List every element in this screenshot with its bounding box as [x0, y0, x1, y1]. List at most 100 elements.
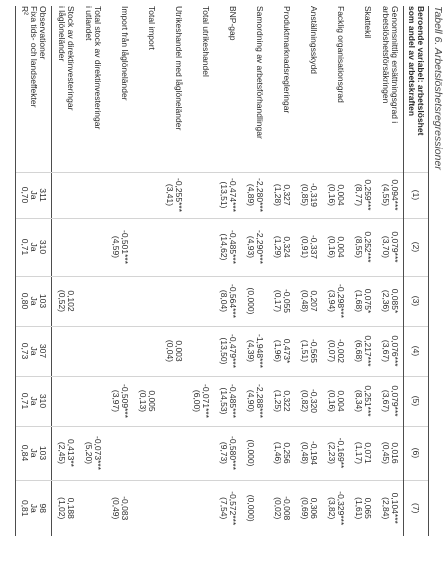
summary-value: 0,70 — [15, 172, 30, 218]
t-statistic-cell — [111, 172, 120, 218]
coefficient-cell — [255, 276, 273, 326]
coefficient-cell — [174, 276, 192, 326]
t-statistic-cell: (9,73) — [219, 426, 229, 480]
coefficient-cell — [201, 276, 219, 326]
t-statistic-cell — [192, 276, 201, 326]
coefficient-cell: 0,005 — [147, 376, 165, 426]
t-statistic-row: (0,16) (0,16) (3,94) (0,07) (0,16) (2,23) (3,8… — [327, 6, 337, 536]
t-statistic-cell — [192, 426, 201, 480]
t-statistic-row: arbetslöshetsförsäkringen (4,55) (3,70) (2,… — [381, 6, 391, 536]
t-statistic-cell: (2,84) — [381, 480, 391, 536]
t-statistic-cell: (8,55) — [354, 218, 364, 276]
summary-label: Observationer — [38, 6, 52, 172]
coefficient-row: Stock av direktinvesteringar 0,102 0,413**… — [66, 6, 84, 536]
coefficient-cell — [120, 276, 138, 326]
t-statistic-cell — [84, 172, 93, 218]
t-statistic-cell: (0,16) — [327, 376, 337, 426]
t-statistic-cell — [138, 426, 147, 480]
coefficient-cell: -0,169** — [336, 426, 354, 480]
t-statistic-cell: (3,67) — [381, 326, 391, 376]
t-statistic-row: (8,77) (8,55) (1,68) (6,68) (8,34) (1,17) (1,6… — [354, 6, 364, 536]
coefficient-cell: -0,329*** — [336, 480, 354, 536]
coefficient-cell: 0,256 — [282, 426, 300, 480]
dependent-variable-line: Beroende variabel: arbetslöshet — [416, 6, 426, 136]
t-statistic-cell — [84, 480, 93, 536]
variable-label: Facklig organisationsgrad — [336, 6, 346, 103]
coefficient-cell — [93, 326, 111, 376]
coefficient-cell: 0,079*** — [390, 376, 404, 426]
summary-value: 103 — [38, 426, 52, 480]
column-header: (6) — [403, 426, 429, 480]
summary-value: 103 — [38, 276, 52, 326]
t-statistic-cell: (0,85) — [300, 172, 310, 218]
t-statistic-cell: (0,000) — [246, 480, 256, 536]
t-statistic-cell: (14,62) — [219, 218, 229, 276]
t-statistic-cell — [165, 480, 174, 536]
coefficient-row: Genomsnittlig ersättningsgrad i 0,094*** 0… — [390, 6, 404, 536]
coefficient-cell: -0,071*** — [201, 376, 219, 426]
t-statistic-cell: (3,97) — [111, 376, 121, 426]
t-statistic-cell: (2,23) — [327, 426, 337, 480]
variable-label-continuation — [138, 6, 147, 172]
t-statistic-cell — [138, 326, 147, 376]
t-statistic-cell: (3,70) — [381, 218, 391, 276]
coefficient-cell — [147, 172, 165, 218]
coefficient-cell: 0,259*** — [363, 172, 381, 218]
coefficient-cell: 0,217*** — [363, 326, 381, 376]
variable-label: Produktmarknadsregleringar — [282, 6, 292, 114]
coefficient-cell: -0,055 — [282, 276, 300, 326]
t-statistic-cell — [165, 276, 174, 326]
coefficient-cell: 0,076*** — [390, 326, 404, 376]
coefficient-cell — [174, 426, 192, 480]
t-statistic-cell: (6,68) — [354, 326, 364, 376]
coefficient-cell — [201, 172, 219, 218]
t-statistic-cell — [138, 480, 147, 536]
coefficient-cell — [66, 172, 84, 218]
column-header: (7) — [403, 480, 429, 536]
t-statistic-cell: (7,54) — [219, 480, 229, 536]
t-statistic-cell: (0,82) — [300, 376, 310, 426]
t-statistic-cell: (3,67) — [381, 376, 391, 426]
variable-label: Genomsnittlig ersättningsgrad i — [390, 6, 400, 124]
t-statistic-cell: (0,69) — [300, 480, 310, 536]
t-statistic-cell: (0,48) — [300, 426, 310, 480]
coefficient-cell: 0,004 — [336, 172, 354, 218]
coefficient-cell — [201, 426, 219, 480]
variable-label-continuation — [165, 6, 174, 172]
t-statistic-row: (0,13) — [138, 6, 148, 536]
summary-value: 0,71 — [15, 376, 30, 426]
t-statistic-cell — [84, 218, 93, 276]
t-statistic-cell: (1,46) — [273, 426, 283, 480]
t-statistic-cell: (4,55) — [381, 172, 391, 218]
coefficient-cell: 0,104*** — [390, 480, 404, 536]
t-statistic-cell — [111, 426, 120, 480]
column-header: (1) — [403, 172, 429, 218]
regression-table: Beroende variabel: arbetslöshet som ande… — [15, 6, 429, 536]
t-statistic-cell: (2,36) — [381, 276, 391, 326]
coefficient-cell: 0,003 — [174, 326, 192, 376]
t-statistic-cell: (4,93) — [246, 218, 256, 276]
t-statistic-cell — [138, 276, 147, 326]
summary-label: Fixa tids- och landseffekter — [29, 6, 38, 108]
t-statistic-cell: (4,59) — [111, 218, 121, 276]
dependent-variable-line: som andel av arbetskraften — [407, 6, 417, 117]
summary-value: 311 — [38, 172, 52, 218]
variable-label-continuation — [273, 6, 282, 172]
summary-value: 0,80 — [15, 276, 30, 326]
coefficient-cell — [147, 326, 165, 376]
coefficient-row: Samordning av arbetsförhandlingar -2,280*… — [255, 6, 273, 536]
t-statistic-cell: (0,91) — [300, 218, 310, 276]
t-statistic-cell: (3,82) — [327, 480, 337, 536]
summary-value: 98 — [38, 480, 52, 536]
coefficient-row: Utrikeshandel med låglöneländer -0,255***… — [174, 6, 192, 536]
t-statistic-cell: (1,25) — [273, 376, 283, 426]
variable-label-continuation — [111, 6, 120, 172]
coefficient-cell — [93, 480, 111, 536]
summary-value: 310 — [38, 376, 52, 426]
variable-label-continuation — [192, 6, 201, 172]
t-statistic-cell: (0,17) — [273, 276, 283, 326]
t-statistic-cell: (1,02) — [51, 480, 67, 536]
t-statistic-cell: (1,68) — [354, 276, 364, 326]
coefficient-cell: -2,280*** — [255, 172, 273, 218]
coefficient-cell — [66, 326, 84, 376]
